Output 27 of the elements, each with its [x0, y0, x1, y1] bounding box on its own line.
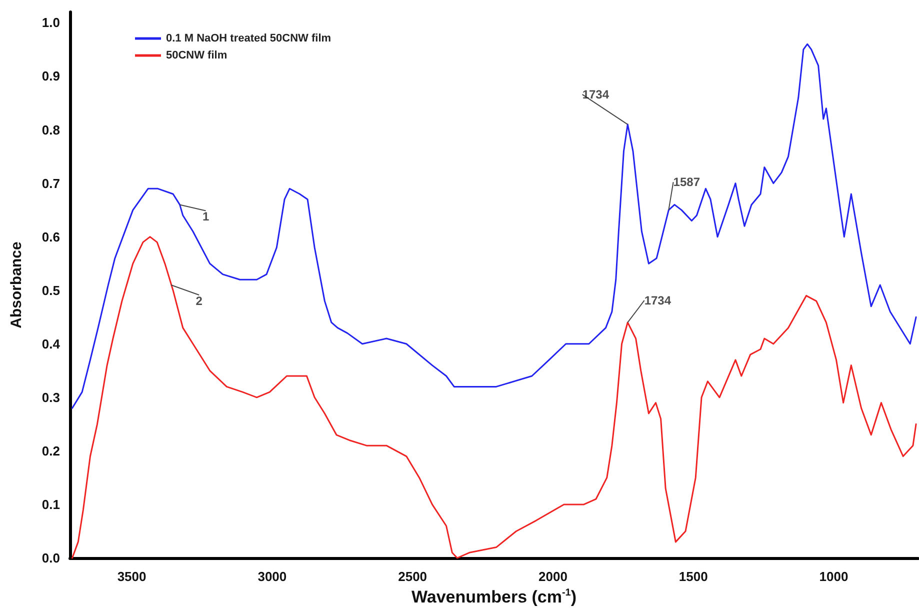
line-series — [71, 43, 917, 409]
y-tick-label: 0.1 — [42, 496, 60, 512]
x-tick-label: 1000 — [819, 569, 848, 584]
y-tick-label: 1.0 — [42, 15, 60, 30]
y-tick-label: 0.7 — [42, 176, 60, 191]
x-tick-label: 2000 — [538, 569, 568, 584]
x-tick-label: 3500 — [117, 569, 146, 584]
y-tick-label: 0.8 — [42, 122, 60, 138]
x-tick-label: 2500 — [398, 569, 428, 584]
y-tick-label: 0.6 — [42, 229, 60, 244]
annotation: 1 — [202, 210, 210, 224]
annotation: 2 — [196, 294, 203, 308]
x-tick-label: 1500 — [678, 569, 708, 584]
y-tick-label: 0.3 — [42, 390, 60, 405]
line-series — [71, 236, 917, 559]
y-tick-label: 0.9 — [42, 68, 60, 84]
y-tick-label: 0.4 — [42, 336, 61, 352]
annotation: 1587 — [673, 175, 700, 190]
y-tick-label: 0.0 — [42, 550, 60, 566]
y-tick-label: 0.5 — [42, 282, 60, 298]
x-tick-label: 3000 — [258, 569, 287, 584]
annotation: 1734 — [582, 87, 610, 102]
legend-label: 50CNW film — [166, 50, 228, 62]
legend-label: 0.1 M NaOH treated 50CNW film — [166, 32, 332, 44]
annotation: 1734 — [644, 293, 672, 308]
y-axis-title: Absorbance — [8, 242, 25, 328]
y-tick-label: 0.2 — [42, 443, 60, 458]
